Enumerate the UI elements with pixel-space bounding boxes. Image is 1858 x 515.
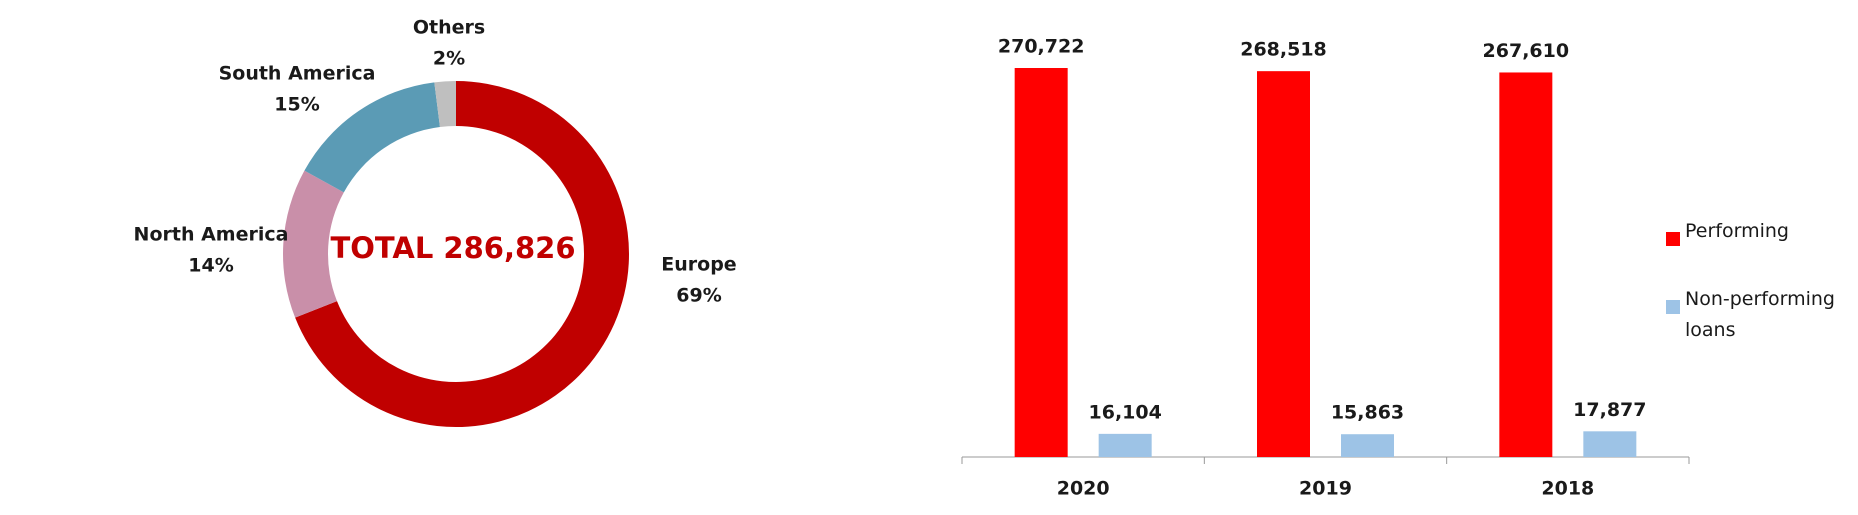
legend-swatch <box>1666 300 1680 314</box>
bar-value-label: 15,863 <box>1331 402 1404 424</box>
slice-label: Europe <box>661 254 736 276</box>
bar-value-label: 268,518 <box>1240 39 1327 61</box>
legend-label: Performing <box>1685 220 1789 242</box>
donut-slice <box>283 170 344 318</box>
slice-value: 15% <box>274 94 319 116</box>
slice-value: 69% <box>676 285 721 307</box>
bar <box>1098 433 1152 457</box>
bar <box>1257 71 1310 457</box>
legend-label: Non-performing loans <box>1685 288 1835 341</box>
bar-value-label: 17,877 <box>1573 399 1646 421</box>
bar-value-label: 270,722 <box>998 36 1085 58</box>
bar-value-label: 267,610 <box>1483 40 1570 62</box>
bar <box>1341 434 1394 457</box>
slice-value: 14% <box>188 255 233 277</box>
slice-label: South America <box>219 63 376 85</box>
bar-value-label: 16,104 <box>1089 401 1162 423</box>
slice-label: Others <box>413 17 485 39</box>
x-tick-label: 2020 <box>1057 478 1110 500</box>
slice-label: North America <box>134 224 289 246</box>
donut-total: TOTAL 286,826 <box>330 231 575 265</box>
x-tick-label: 2018 <box>1541 478 1594 500</box>
donut-slice <box>304 82 440 193</box>
donut-slice <box>434 81 456 128</box>
bar <box>1014 68 1068 457</box>
x-tick-label: 2019 <box>1299 478 1352 500</box>
bar <box>1583 431 1637 457</box>
bar <box>1499 72 1553 458</box>
slice-value: 2% <box>433 48 465 70</box>
legend-swatch <box>1666 232 1680 246</box>
